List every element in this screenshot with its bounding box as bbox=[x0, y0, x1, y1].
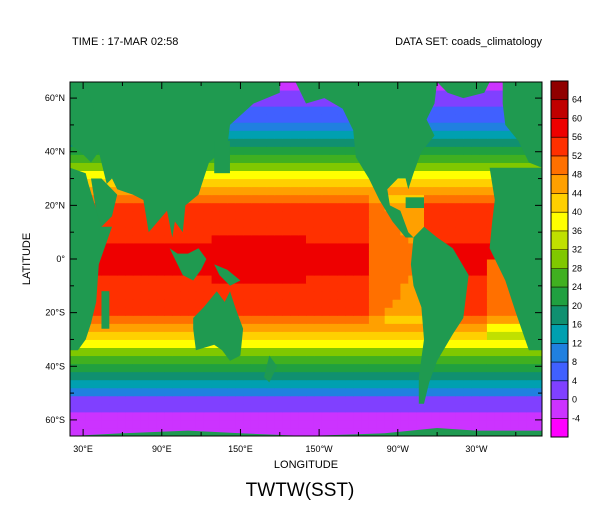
colorbar-label: 60 bbox=[572, 113, 582, 123]
colorbar-label: 44 bbox=[572, 188, 582, 198]
colorbar-label: 48 bbox=[572, 170, 582, 180]
colorbar-swatch bbox=[551, 380, 568, 401]
colorbar-label: 20 bbox=[572, 301, 582, 311]
colorbar-swatch bbox=[551, 212, 568, 232]
colorbar-label: 4 bbox=[572, 376, 577, 386]
colorbar-label: 56 bbox=[572, 132, 582, 142]
y-tick-label: 0° bbox=[56, 254, 65, 264]
colorbar-label: 12 bbox=[572, 338, 582, 348]
colorbar-swatch bbox=[551, 287, 568, 307]
colorbar-label: -4 bbox=[572, 413, 580, 423]
colorbar-label: 8 bbox=[572, 357, 577, 367]
colorbar-swatch bbox=[551, 193, 568, 213]
colorbar-swatch bbox=[551, 137, 568, 157]
land-mask bbox=[70, 82, 542, 436]
y-axis: 60°N 40°N 20°N 0° 20°S 40°S 60°S bbox=[45, 93, 542, 425]
y-tick-label: 40°N bbox=[45, 147, 65, 157]
y-tick-label: 40°S bbox=[45, 361, 65, 371]
colorbar-label: 0 bbox=[572, 395, 577, 405]
time-label: TIME : 17-MAR 02:58 bbox=[72, 36, 179, 48]
x-tick-label: 30°W bbox=[465, 444, 488, 454]
colorbar-label: 40 bbox=[572, 207, 582, 217]
x-tick-label: 150°E bbox=[228, 444, 253, 454]
colorbar-swatch bbox=[551, 418, 568, 438]
chart-title: TWTW(SST) bbox=[245, 480, 355, 501]
colorbar-swatch bbox=[551, 81, 568, 101]
colorbar-swatch bbox=[551, 174, 568, 194]
colorbar-label: 24 bbox=[572, 282, 582, 292]
y-tick-label: 20°S bbox=[45, 308, 65, 318]
colorbar-swatch bbox=[551, 305, 568, 326]
colorbar-swatch bbox=[551, 155, 568, 176]
colorbar-label: 16 bbox=[572, 320, 582, 330]
colorbar-swatch bbox=[551, 362, 568, 382]
x-axis-label: LONGITUDE bbox=[274, 459, 338, 471]
y-axis-label: LATITUDE bbox=[21, 233, 33, 285]
colorbar-label: 64 bbox=[572, 95, 582, 105]
colorbar-swatch bbox=[551, 399, 568, 419]
x-tick-label: 150°W bbox=[306, 444, 334, 454]
y-tick-label: 60°N bbox=[45, 93, 65, 103]
colorbar-swatch bbox=[551, 343, 568, 363]
colorbar-swatch bbox=[551, 118, 568, 138]
colorbar-label: 52 bbox=[572, 151, 582, 161]
colorbar-label: 32 bbox=[572, 245, 582, 255]
colorbar-swatch bbox=[551, 249, 568, 269]
colorbar-swatch bbox=[551, 230, 568, 251]
colorbar-label: 28 bbox=[572, 263, 582, 273]
colorbar-swatch bbox=[551, 268, 568, 288]
x-tick-label: 30°E bbox=[73, 444, 93, 454]
colorbar-label: 36 bbox=[572, 226, 582, 236]
colorbar-swatch bbox=[551, 99, 568, 119]
x-tick-label: 90°W bbox=[387, 444, 410, 454]
x-axis: 30°E 90°E 150°E 150°W 90°W 30°W bbox=[73, 82, 517, 454]
colorbar-swatch bbox=[551, 324, 568, 344]
dataset-label: DATA SET: coads_climatology bbox=[395, 36, 542, 48]
x-tick-label: 90°E bbox=[152, 444, 172, 454]
y-tick-label: 20°N bbox=[45, 200, 65, 210]
y-tick-label: 60°S bbox=[45, 415, 65, 425]
